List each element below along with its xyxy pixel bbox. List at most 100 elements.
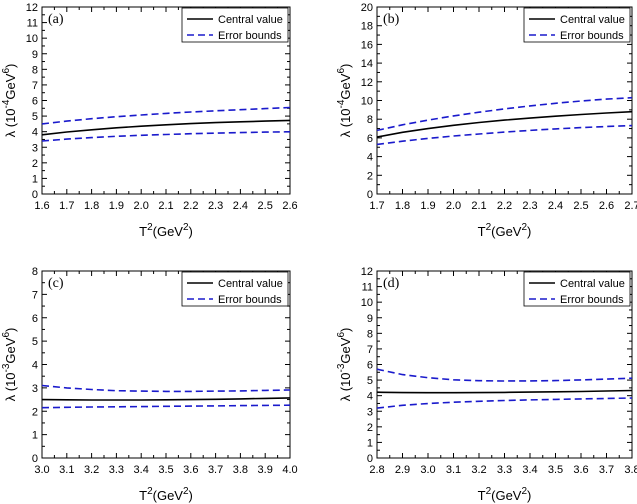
x-tick-label: 3.5 [158,464,173,476]
y-tick-label: 6 [32,313,38,325]
x-tick-label: 2.0 [134,200,149,212]
x-axis-label: T2(GeV2) [139,222,193,239]
x-tick-label: 2.7 [624,200,637,212]
x-tick-label: 2.8 [369,464,384,476]
x-tick-label: 1.6 [34,200,49,212]
y-tick-label: 0 [367,189,373,201]
legend: Central value Error bounds [523,271,631,307]
x-tick-label: 3.3 [109,464,124,476]
y-tick-label: 3 [32,383,38,395]
y-tick-label: 16 [361,39,373,51]
x-tick-label: 3.2 [471,464,486,476]
y-tick-label: 12 [26,2,38,14]
legend-label-central: Central value [560,14,625,26]
y-tick-label: 6 [32,96,38,108]
x-tick-label: 2.1 [158,200,173,212]
central-value-line [41,119,291,136]
y-tick-label: 18 [361,21,373,33]
x-tick-label: 1.8 [84,200,99,212]
y-tick-label: 9 [367,313,373,325]
y-tick-label: 1 [367,437,373,449]
y-tick-label: 11 [27,18,38,30]
y-tick-label: 5 [32,111,38,123]
y-tick-label: 0 [32,453,38,465]
y-tick-label: 20 [361,2,373,14]
x-tick-label: 3.2 [84,464,99,476]
legend: Central value Error bounds [523,7,631,43]
x-tick-label: 2.5 [258,200,273,212]
x-axis-label: T2(GeV2) [478,486,532,503]
legend-box [181,271,289,307]
x-tick-label: 1.9 [109,200,124,212]
legend: Central value Error bounds [181,271,289,307]
y-tick-label: 12 [361,77,373,89]
chart-panel-4: 2.8 2.9 3.0 3.1 3.2 3.3 3.4 3.5 3.6 3.7 3.80123456… [336,266,637,503]
x-tick-label: 2.2 [497,200,512,212]
error-bound-line [41,404,291,409]
legend-label-central: Central value [560,278,625,290]
y-tick-label: 4 [32,360,38,372]
y-tick-label: 7 [367,344,373,356]
central-value-line [376,389,633,394]
x-tick-label: 3.4 [522,464,537,476]
x-tick-label: 3.0 [34,464,49,476]
y-tick-label: 9 [32,49,38,61]
x-tick-label: 1.7 [59,200,74,212]
error-bound-line [41,384,291,393]
legend-box [523,271,631,307]
y-tick-label: 7 [32,80,38,92]
legend-label-error: Error bounds [560,30,624,42]
x-tick-label: 3.7 [599,464,614,476]
chart-panel-3: 3.0 3.1 3.2 3.3 3.4 3.5 3.6 3.7 3.8 3.9 4.0 0 1 2 3 4 5 6… [1,266,298,503]
y-axis-label: λ (10-4GeV6) [1,64,18,138]
x-tick-label: 3.3 [497,464,512,476]
y-tick-label: 8 [32,64,38,76]
y-tick-label: 2 [367,170,373,182]
y-tick-label: 5 [32,336,38,348]
legend-box [523,7,631,43]
legend-label-error: Error bounds [560,294,624,306]
y-axis-label: λ (10-4GeV6) [336,64,353,138]
x-tick-label: 2.9 [395,464,410,476]
y-axis-label: λ (10-3GeV6) [336,328,353,402]
y-axis-label: λ (10-3GeV6) [1,328,18,402]
central-value-line [41,397,291,401]
central-value-line [376,110,633,138]
y-tick-label: 8 [32,266,38,278]
x-tick-label: 2.6 [282,200,297,212]
x-tick-label: 2.6 [599,200,614,212]
panel-label: (c) [48,276,64,291]
y-tick-label: 10 [361,297,373,309]
legend-label-central: Central value [218,278,283,290]
y-tick-label: 0 [367,453,373,465]
error-bound-line [376,368,633,382]
x-tick-label: 3.1 [59,464,74,476]
x-tick-label: 2.2 [183,200,198,212]
x-tick-label: 3.8 [624,464,637,476]
error-bound-line [41,131,291,142]
x-tick-label: 3.1 [446,464,461,476]
x-tick-label: 2.1 [471,200,486,212]
y-tick-label: 6 [367,133,373,145]
panel-label: (b) [383,12,400,27]
x-tick-label: 2.3 [522,200,537,212]
error-bound-line [376,96,633,132]
x-tick-label: 1.7 [369,200,384,212]
x-tick-label: 1.9 [420,200,435,212]
y-tick-label: 14 [361,58,373,70]
x-tick-label: 1.8 [395,200,410,212]
x-tick-label: 3.4 [134,464,149,476]
x-tick-label: 3.6 [183,464,198,476]
error-bound-line [376,397,633,409]
x-tick-label: 4.0 [282,464,297,476]
panel-label: (d) [383,276,400,291]
y-tick-label: 2 [32,406,38,418]
y-tick-label: 3 [32,142,38,154]
y-tick-label: 4 [367,391,373,403]
panel-label: (a) [48,12,64,27]
x-tick-label: 3.6 [573,464,588,476]
x-tick-label: 2.3 [208,200,223,212]
y-tick-label: 8 [367,114,373,126]
y-tick-label: 5 [367,375,373,387]
